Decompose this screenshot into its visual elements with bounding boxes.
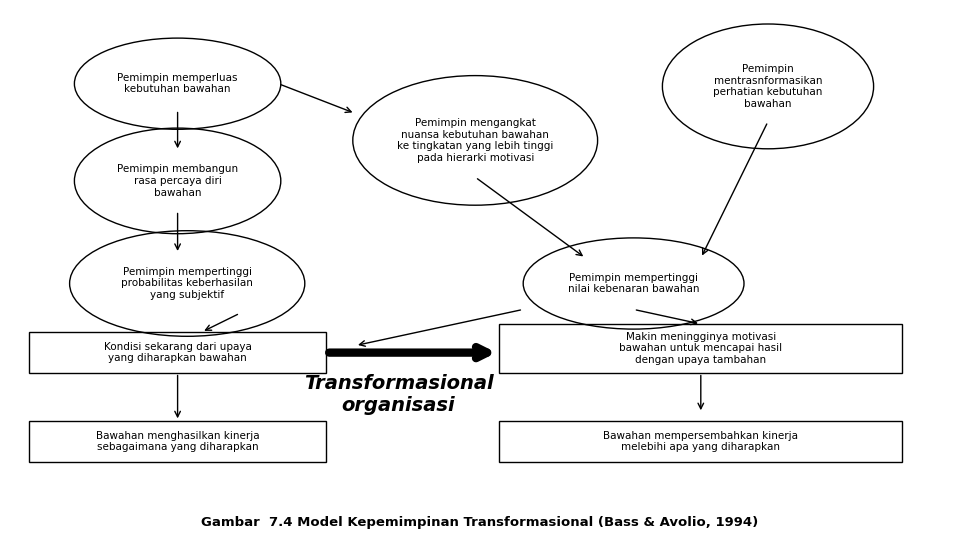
Text: Pemimpin memperluas
kebutuhan bawahan: Pemimpin memperluas kebutuhan bawahan bbox=[117, 73, 238, 94]
Bar bbox=[29, 332, 326, 373]
Bar bbox=[29, 421, 326, 462]
Text: Bawahan menghasilkan kinerja
sebagaimana yang diharapkan: Bawahan menghasilkan kinerja sebagaimana… bbox=[96, 431, 259, 453]
Text: Pemimpin membangun
rasa percaya diri
bawahan: Pemimpin membangun rasa percaya diri baw… bbox=[117, 164, 238, 198]
Text: Pemimpin mempertinggi
probabilitas keberhasilan
yang subjektif: Pemimpin mempertinggi probabilitas keber… bbox=[121, 267, 253, 300]
Text: Pemimpin mempertinggi
nilai kebenaran bawahan: Pemimpin mempertinggi nilai kebenaran ba… bbox=[568, 273, 699, 294]
Text: Bawahan mempersembahkan kinerja
melebihi apa yang diharapkan: Bawahan mempersembahkan kinerja melebihi… bbox=[603, 431, 799, 453]
Text: Pemimpin mengangkat
nuansa kebutuhan bawahan
ke tingkatan yang lebih tinggi
pada: Pemimpin mengangkat nuansa kebutuhan baw… bbox=[397, 118, 553, 163]
Bar bbox=[499, 324, 902, 373]
Text: Pemimpin
mentrasnformasikan
perhatian kebutuhan
bawahan: Pemimpin mentrasnformasikan perhatian ke… bbox=[713, 64, 823, 109]
Bar bbox=[499, 421, 902, 462]
Text: Makin meningginya motivasi
bawahan untuk mencapai hasil
dengan upaya tambahan: Makin meningginya motivasi bawahan untuk… bbox=[619, 332, 782, 365]
Text: Kondisi sekarang dari upaya
yang diharapkan bawahan: Kondisi sekarang dari upaya yang diharap… bbox=[104, 342, 252, 363]
Text: Gambar  7.4 Model Kepemimpinan Transformasional (Bass & Avolio, 1994): Gambar 7.4 Model Kepemimpinan Transforma… bbox=[202, 516, 758, 529]
Text: Transformasional
organisasi: Transformasional organisasi bbox=[303, 374, 493, 415]
